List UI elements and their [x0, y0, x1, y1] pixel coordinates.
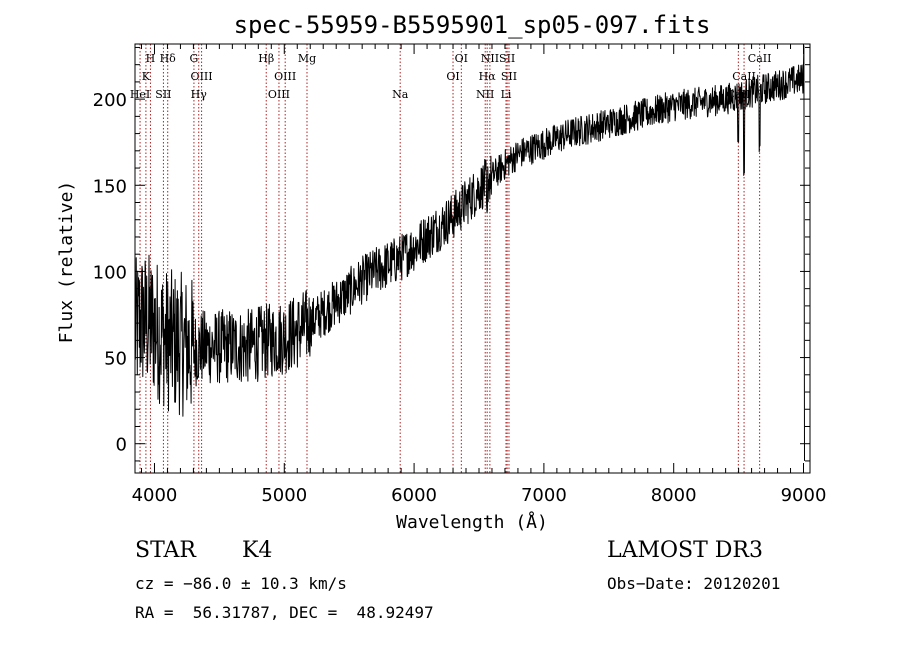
line-marker-label: NII: [476, 88, 494, 101]
y-axis-label: Flux (relative): [56, 181, 77, 344]
y-tick-label: 100: [93, 262, 127, 283]
y-tick-label: 50: [104, 349, 127, 370]
line-marker-label: SII: [155, 88, 171, 101]
line-marker-label: OIII: [268, 88, 290, 101]
x-tick-label: 5000: [261, 485, 307, 506]
y-tick-label: 0: [116, 435, 127, 456]
plot-frame: [134, 43, 811, 474]
line-marker-label: OIII: [191, 70, 213, 83]
line-marker-label: CaII: [748, 52, 772, 65]
line-marker-label: OI: [446, 70, 459, 83]
x-tick-label: 4000: [132, 485, 178, 506]
object-subclass: K4: [242, 538, 273, 563]
x-tick-label: 8000: [651, 485, 697, 506]
x-axis-label: Wavelength (Å): [396, 511, 548, 533]
y-axis: 0 50 100 150 200: [93, 46, 810, 462]
line-marker-label: H: [146, 52, 156, 65]
line-marker-label: Hδ: [160, 52, 177, 65]
chart-title: spec-55959-B5595901_sp05-097.fits: [234, 11, 711, 39]
y-tick-label: 200: [93, 90, 127, 111]
line-marker-label: Na: [392, 88, 409, 101]
coordinates: RA = 56.31787, DEC = 48.92497: [135, 603, 434, 622]
line-marker-label: Mg: [298, 52, 316, 65]
spectrum-line: [134, 45, 805, 461]
line-marker-label: K: [142, 70, 151, 83]
object-class: STAR: [135, 538, 196, 563]
line-marker-label: OIII: [274, 70, 296, 83]
line-marker-label: Hα: [479, 70, 497, 83]
x-tick-label: 9000: [781, 485, 827, 506]
spectrum-series: [134, 45, 805, 461]
survey-name: LAMOST DR3: [607, 538, 763, 563]
line-marker-label: G: [190, 52, 199, 65]
obs-date: Obs−Date: 20120201: [607, 574, 781, 593]
line-marker-label: Li: [501, 88, 512, 101]
x-tick-label: 7000: [521, 485, 567, 506]
line-marker-label: Hβ: [258, 52, 274, 65]
line-marker-label: SII: [501, 70, 517, 83]
redshift-readout: cz = −86.0 ± 10.3 km/s: [135, 574, 347, 593]
line-marker-label: OI: [455, 52, 468, 65]
y-tick-label: 150: [93, 176, 127, 197]
x-tick-label: 6000: [391, 485, 437, 506]
x-axis: 4000 5000 6000 7000 8000 9000: [132, 44, 827, 506]
line-marker-label: Hγ: [191, 88, 208, 101]
line-marker-label: NII: [481, 52, 499, 65]
line-marker-label: SII: [499, 52, 515, 65]
